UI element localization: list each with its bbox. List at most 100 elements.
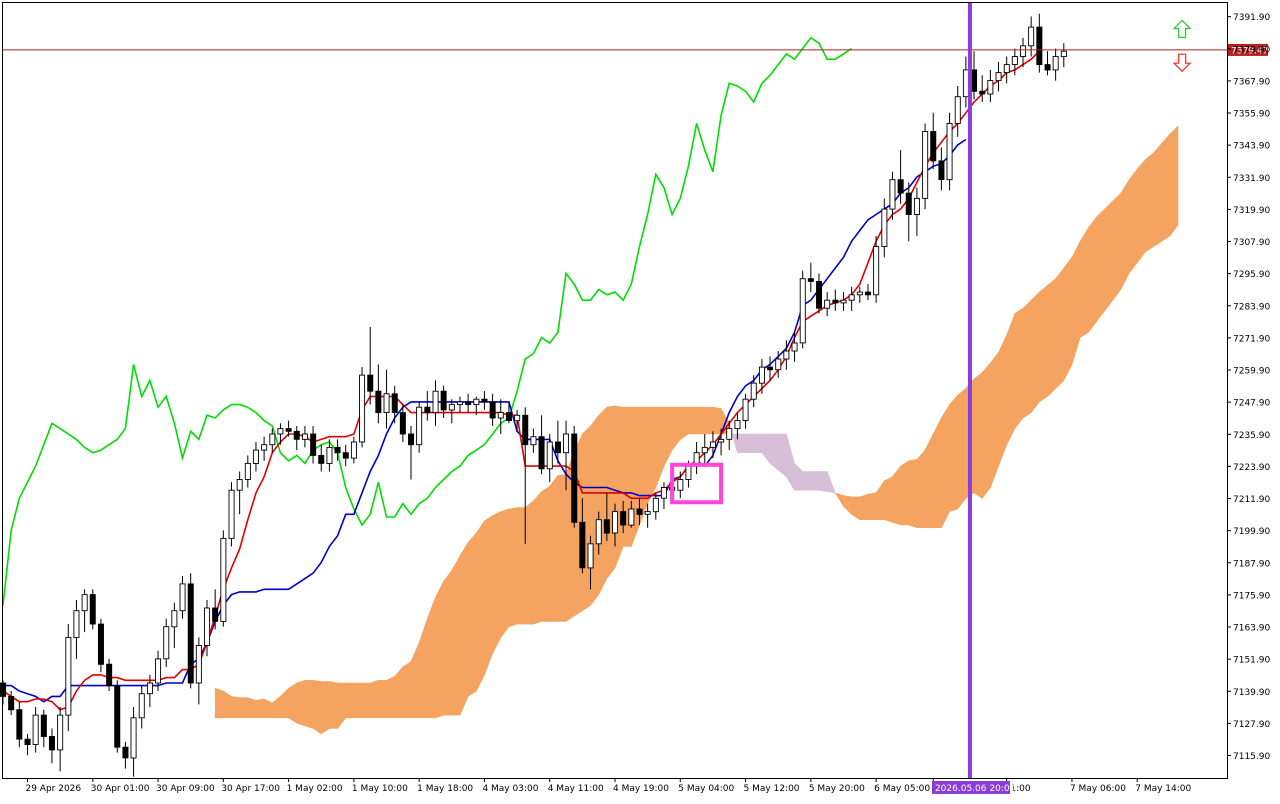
cloud-segment [475,520,485,692]
bull-candle-body [913,197,920,215]
cloud-segment [239,697,249,719]
bear-candle-body [114,685,121,748]
bull-candle-body [856,291,863,296]
cloud-segment [296,679,306,727]
bull-candle-body [228,489,235,539]
cloud-segment [745,433,755,454]
bull-candle-body [546,441,553,470]
bear-candle-body [522,414,529,446]
cloud-segment [459,541,469,716]
bull-candle-body [179,583,186,612]
bull-candle-body [685,465,692,480]
cloud-segment [484,515,493,676]
x-tick-label: 4 May 19:00 [613,784,669,794]
cloud-segment [304,679,314,729]
cloud-segment [1120,178,1130,290]
bull-candle-body [1060,50,1067,58]
x-tick-label: 1 May 10:00 [352,784,408,794]
y-tick-label: 7139.90 [1233,688,1270,698]
bear-candle-body [440,390,447,411]
cloud-segment [981,362,991,500]
bear-candle-body [554,441,561,454]
bull-candle-body [514,414,521,422]
bear-candle-body [334,446,341,454]
bull-candle-body [432,390,439,414]
bear-candle-body [310,433,317,456]
cloud-segment [451,554,461,716]
cloud-segment [1128,168,1138,275]
cloud-segment [647,406,657,504]
bull-candle-body [848,294,855,301]
cloud-segment [435,581,444,719]
y-tick-label: 7235.90 [1233,431,1270,441]
bear-candle-body [318,454,325,464]
bull-candle-body [1003,64,1010,74]
bull-candle-body [32,714,39,745]
cloud-segment [320,681,330,735]
bull-candle-body [244,462,251,480]
bear-candle-body [408,433,415,446]
cloud-segment [949,394,959,513]
cloud-segment [900,460,910,526]
bull-candle-body [873,246,880,296]
cloud-segment [883,476,893,523]
bull-candle-body [563,433,570,454]
cloud-segment [288,682,298,724]
bull-candle-body [57,714,64,751]
bear-candle-body [97,623,104,665]
bear-candle-body [930,131,937,162]
x-tick-label: 30 Apr 09:00 [156,784,215,794]
bull-candle-body [677,479,684,491]
x-tick-label: 5 May 12:00 [744,784,800,794]
bull-candle-body [791,342,798,352]
bear-candle-body [505,412,512,422]
bull-candle-body [277,428,284,435]
cloud-segment [1112,192,1122,302]
current-price-tag [1228,43,1268,56]
x-tick-label: 30 Apr 01:00 [91,784,150,794]
bear-candle-body [807,278,814,282]
bull-candle-body [1052,56,1059,71]
x-axis: 29 Apr 2026 30 Apr 01:00 30 Apr 09:00 30 Ap… [25,778,1192,794]
cloud-segment [369,679,379,719]
bull-candle-body [171,610,178,628]
vertical-marker-tag [931,781,1010,794]
cloud-segment [516,507,526,625]
bull-candle-body [138,693,145,719]
cloud-segment [892,465,901,526]
cloud-segment [704,406,714,435]
sell-arrow [1172,53,1192,73]
cloud-segment [533,490,542,625]
x-tick-label: 21:00 [1005,784,1031,794]
bear-candle-body [89,594,96,625]
cloud-segment [998,334,1008,467]
y-tick-label: 7307.90 [1233,238,1270,248]
overlays [3,3,1227,778]
bull-candle-body [350,441,357,459]
bear-candle-body [832,299,839,304]
cloud-segment [769,433,779,471]
y-tick-label: 7187.90 [1233,559,1270,569]
bull-candle-body [824,299,831,309]
bear-candle-body [424,406,431,414]
up-arrow-icon [1172,19,1192,39]
x-tick-label: 5 May 04:00 [678,784,734,794]
cloud-segment [1145,152,1154,253]
cloud-segment [1088,216,1097,334]
bull-candle-body [359,374,366,443]
cloud-segment [492,511,502,654]
cloud-segment [696,406,706,435]
cloud-segment [973,371,983,499]
bear-candle-body [538,436,545,470]
x-tick-label: 7 May 14:00 [1135,784,1191,794]
y-tick-label: 7391.90 [1233,13,1270,23]
current-price-label: 7379.47 [1231,46,1268,56]
bull-candle-body [628,508,635,526]
bear-candle-body [864,291,871,296]
bull-candle-body [530,436,537,446]
bull-candle-body [473,398,480,406]
cloud-segment [1055,267,1065,390]
cloud-segment [818,471,828,492]
bear-candle-body [571,433,578,523]
